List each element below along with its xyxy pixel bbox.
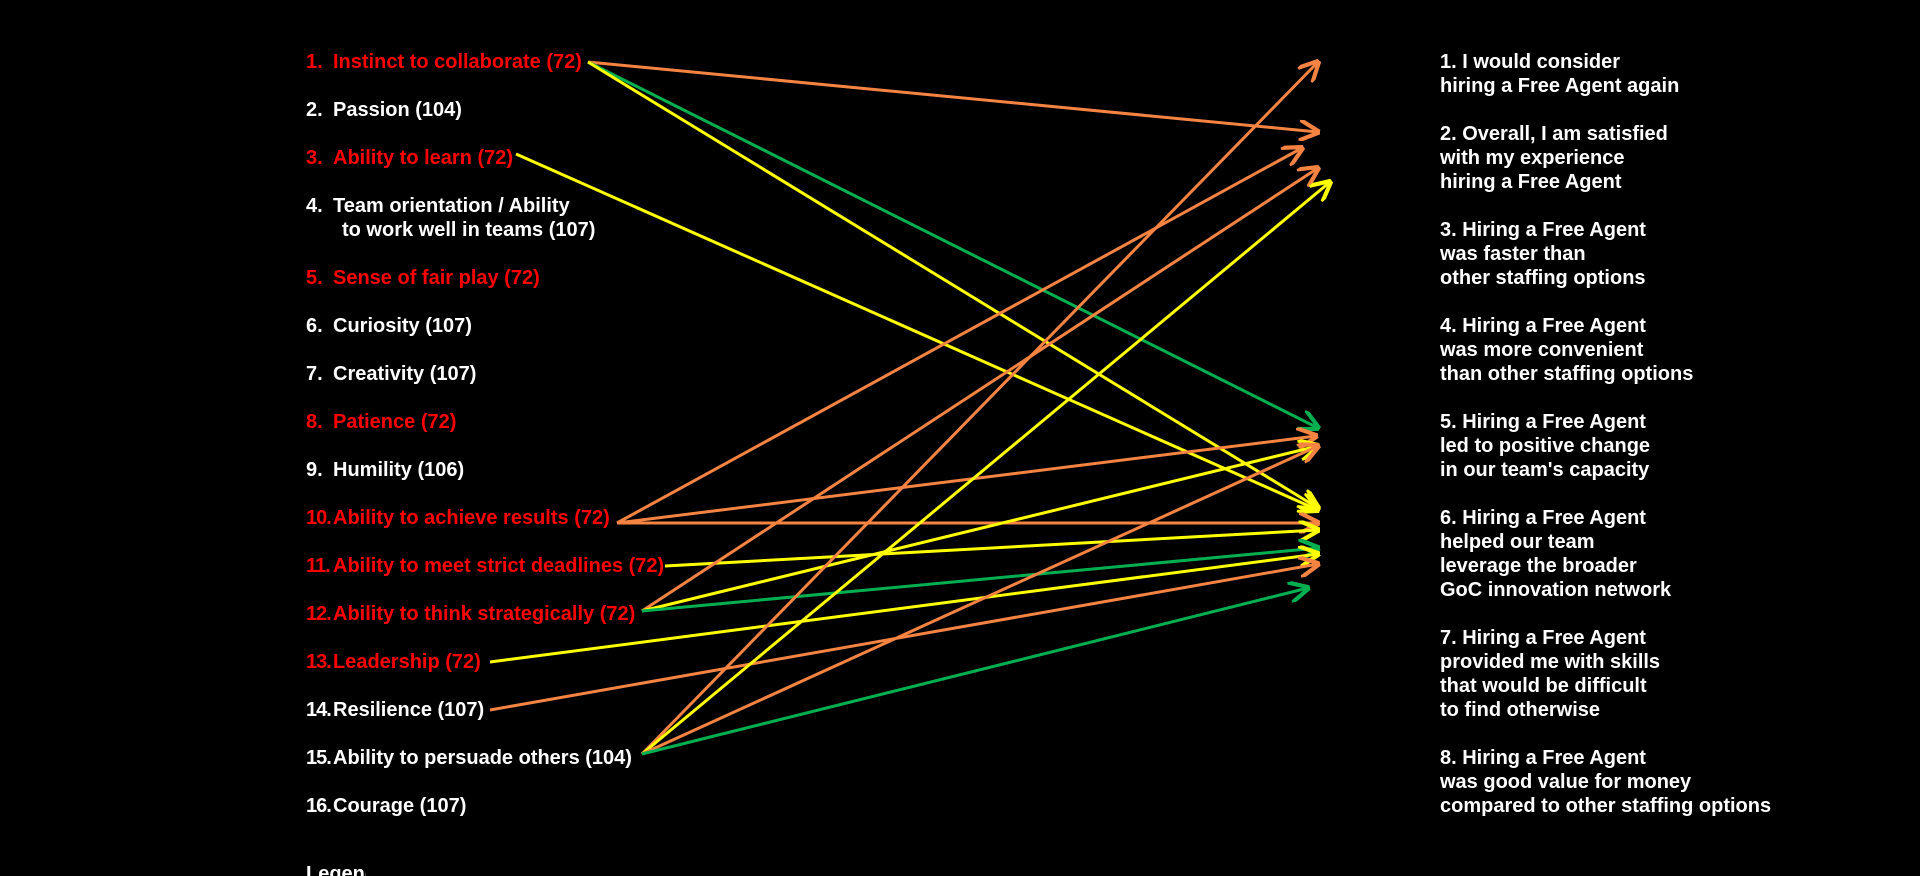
arrow-13-to-6 <box>489 554 1318 664</box>
arrow-15-to-2 <box>641 182 1330 756</box>
arrow-11-to-6 <box>664 530 1318 568</box>
arrow-1-to-5 <box>587 60 1318 428</box>
arrow-14-to-6 <box>489 564 1318 712</box>
attribute-item-8: 8. Patience (72) <box>306 410 456 434</box>
attribute-number: 14. <box>306 699 332 721</box>
attribute-text: Ability to meet strict deadlines (72) <box>333 555 665 577</box>
attribute-number: 15. <box>306 747 332 769</box>
attribute-text: Courage (107) <box>333 795 467 817</box>
arrow-12-to-2 <box>641 168 1318 613</box>
arrow-1-to-2 <box>587 60 1318 132</box>
attribute-text: Instinct to collaborate (72) <box>333 51 582 73</box>
attribute-number: 8. <box>306 411 323 433</box>
attribute-number: 2. <box>306 99 323 121</box>
arrow-15-to-1 <box>640 62 1318 756</box>
attribute-text: Creativity (107) <box>333 363 477 385</box>
attribute-text: Leadership (72) <box>333 651 481 673</box>
attribute-text: Team orientation / Ability <box>333 195 570 217</box>
attribute-number: 6. <box>306 315 323 337</box>
arrow-10-to-2 <box>616 148 1302 525</box>
attribute-number: 11. <box>306 555 331 577</box>
arrow-15-to-5 <box>641 446 1318 756</box>
attribute-item-9: 9. Humility (106) <box>306 458 464 482</box>
attribute-item-13: 13. Leadership (72) <box>306 650 481 674</box>
attribute-item-10: 10. Ability to achieve results (72) <box>306 506 610 530</box>
attribute-item-12: 12. Ability to think strategically (72) <box>306 602 635 626</box>
attribute-number: 9. <box>306 459 323 481</box>
arrow-3-to-6 <box>515 152 1318 510</box>
attribute-text: Patience (72) <box>333 411 457 433</box>
attribute-item-16: 16. Courage (107) <box>306 794 466 818</box>
attribute-text-line2: to work well in teams (107) <box>342 219 596 241</box>
attribute-item-7: 7. Creativity (107) <box>306 362 476 386</box>
attribute-item-5: 5. Sense of fair play (72) <box>306 266 540 290</box>
attribute-item-6: 6. Curiosity (107) <box>306 314 472 338</box>
attribute-text: Passion (104) <box>333 99 462 121</box>
attribute-text: Ability to persuade others (104) <box>333 747 632 769</box>
attribute-text: Sense of fair play (72) <box>333 267 540 289</box>
arrow-15-to-6 <box>641 588 1308 756</box>
arrow-12-to-5 <box>641 446 1318 613</box>
attribute-number: 7. <box>306 363 323 385</box>
attribute-number: 5. <box>306 267 323 289</box>
attribute-item-4: 4. Team orientation / Ability to work well… <box>306 194 595 242</box>
attribute-text: Ability to learn (72) <box>333 147 514 169</box>
attribute-number: 1. <box>306 51 323 73</box>
attribute-number: 13. <box>306 651 332 673</box>
attribute-text: Humility (106) <box>333 459 465 481</box>
arrow-12-to-6 <box>641 548 1318 613</box>
attribute-item-15: 15. Ability to persuade others (104) <box>306 746 632 770</box>
arrow-1-to-6 <box>587 60 1318 508</box>
attribute-text: Curiosity (107) <box>333 315 472 337</box>
attribute-text: Ability to think strategically (72) <box>333 603 636 625</box>
attribute-number: 12. <box>306 603 332 625</box>
attribute-item-14: 14. Resilience (107) <box>306 698 484 722</box>
attribute-number: 16. <box>306 795 332 817</box>
attribute-number: 10. <box>306 507 332 529</box>
attribute-item-2: 2. Passion (104) <box>306 98 462 122</box>
arrow-10-to-5 <box>616 436 1316 525</box>
attribute-text: Resilience (107) <box>333 699 485 721</box>
attribute-number: 3. <box>306 147 323 169</box>
attribute-item-11: 11. Ability to meet strict deadlines (72) <box>306 554 664 578</box>
legend-label: Legend <box>306 863 366 876</box>
attribute-item-1: 1. Instinct to collaborate (72) <box>306 50 582 74</box>
attribute-number: 4. <box>306 195 323 217</box>
attribute-item-3: 3. Ability to learn (72) <box>306 146 513 170</box>
attribute-text: Ability to achieve results (72) <box>333 507 610 529</box>
